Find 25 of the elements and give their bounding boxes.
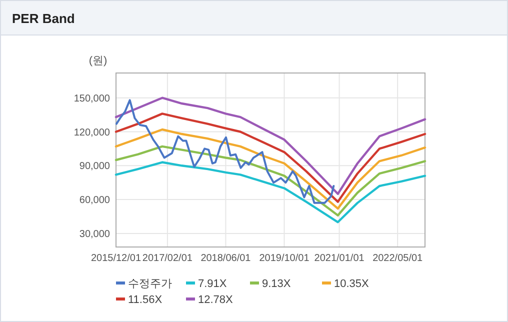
x-tick-label: 2019/10/01: [259, 253, 310, 264]
x-tick-label: 2022/05/01: [372, 253, 424, 264]
line-series: [114, 161, 426, 224]
y-tick-label: 90,000: [79, 161, 110, 172]
x-tick-label: 2017/02/01: [142, 253, 193, 264]
legend-label: 12.78X: [198, 294, 234, 306]
y-axis-title: (원): [88, 55, 108, 67]
chart-title: PER Band: [12, 11, 75, 26]
line-series: [114, 112, 426, 203]
line-series: [114, 128, 426, 210]
y-tick-label: 30,000: [79, 228, 110, 240]
legend-label: 7.91X: [198, 278, 228, 290]
legend-label: 11.56X: [128, 294, 163, 306]
line-series: [115, 99, 335, 204]
y-tick-label: 120,000: [74, 127, 110, 138]
line-series: [114, 145, 426, 216]
legend-label: 수정주가: [128, 278, 172, 290]
x-tick-label: 2021/01/01: [314, 253, 365, 264]
y-tick-label: 60,000: [79, 195, 110, 206]
legend-label: 10.35X: [334, 278, 370, 290]
x-tick-label: 2018/06/01: [200, 253, 252, 264]
legend-label: 9.13X: [262, 278, 292, 290]
y-tick-label: 150,000: [74, 93, 110, 104]
x-tick-label: 2015/12/01: [90, 253, 142, 264]
line-series: [114, 96, 426, 195]
